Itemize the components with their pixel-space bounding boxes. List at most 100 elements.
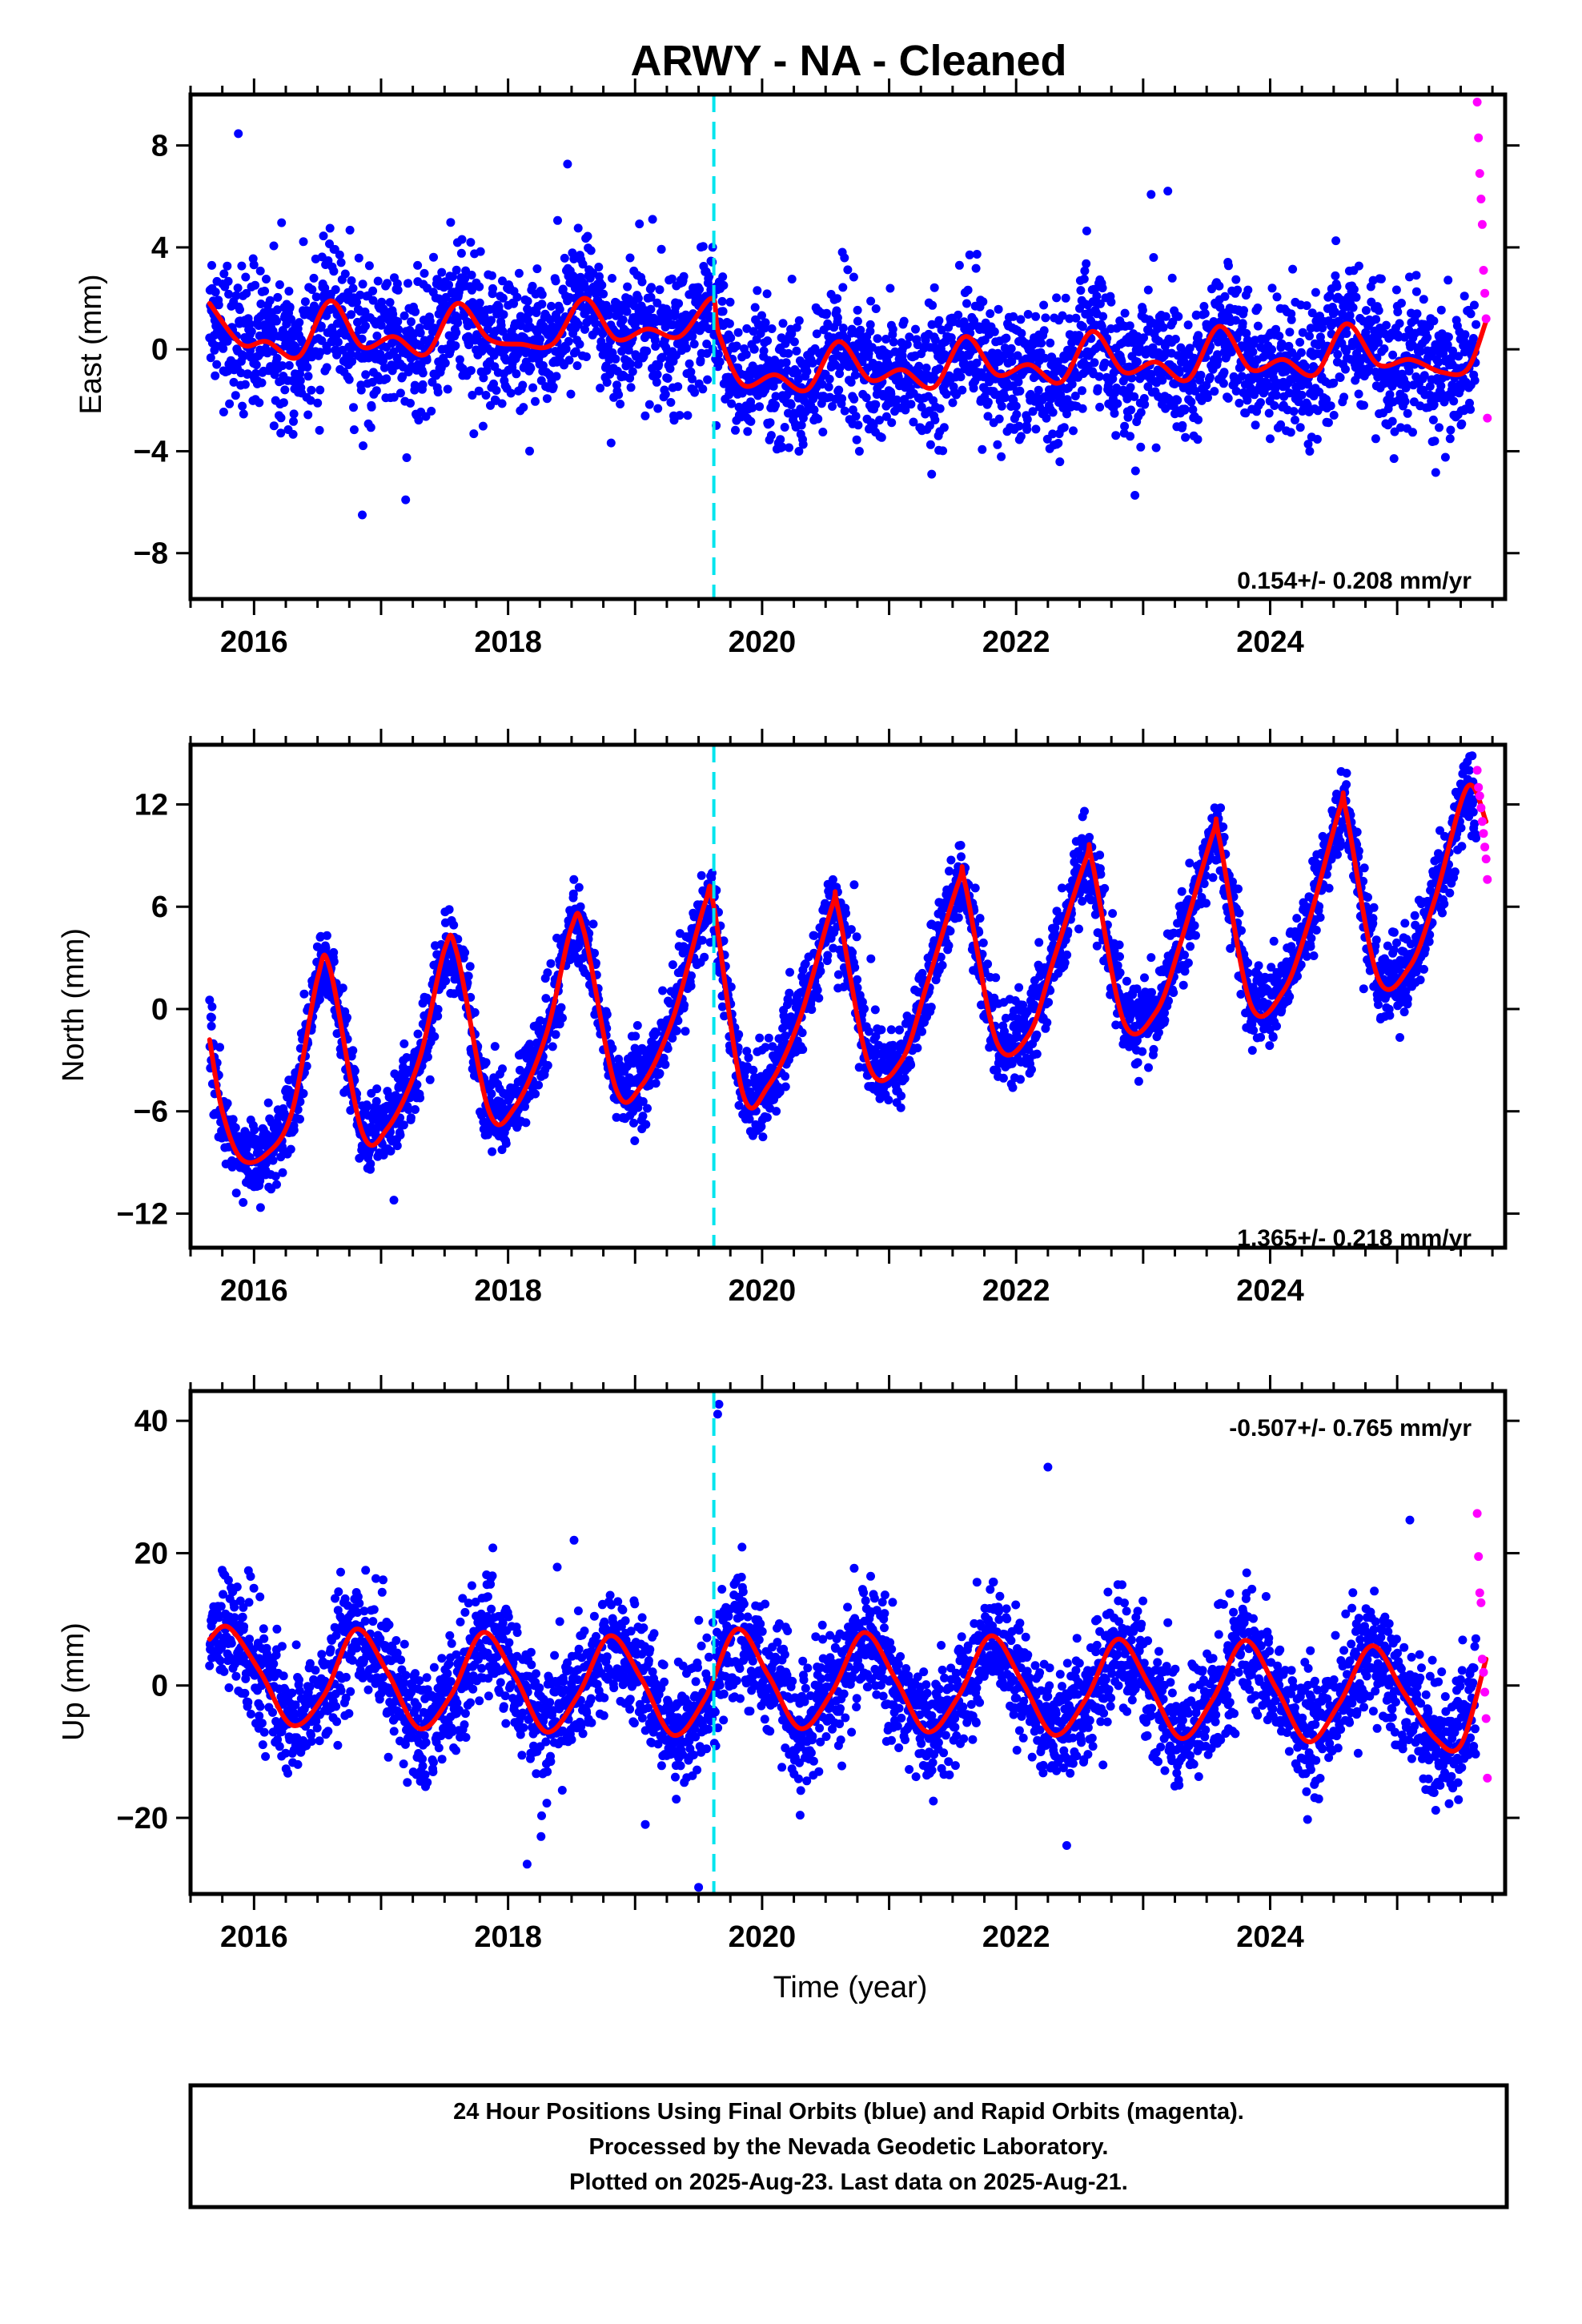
final-orbit-point [881,412,891,421]
final-orbit-point [551,276,560,286]
final-orbit-point [591,319,600,328]
final-orbit-point [377,297,387,307]
final-orbit-point [1305,447,1315,456]
final-orbit-point [798,440,808,449]
final-orbit-point [617,347,627,356]
final-orbit-point [604,310,614,320]
final-orbit-point [379,356,388,365]
final-orbit-point [1196,371,1206,380]
final-orbit-point [865,327,875,336]
final-orbit-point [606,438,616,448]
final-orbit-point [626,359,636,368]
final-orbit-point [930,415,940,424]
final-orbit-point [575,340,584,349]
final-orbit-point [1235,398,1244,408]
final-orbit-point [1130,491,1140,500]
final-orbit-point [965,250,974,259]
final-orbit-point [1098,283,1107,293]
final-orbit-point [1132,357,1142,367]
final-orbit-point [1079,274,1089,283]
final-orbit-point [935,404,945,413]
final-orbit-point [271,1172,280,1181]
final-orbit-point [289,416,298,426]
final-orbit-point [1393,308,1403,316]
final-orbit-point [475,298,484,308]
final-orbit-point [646,304,656,314]
final-orbit-point [833,313,842,323]
rapid-orbit-point [1477,219,1487,229]
final-orbit-point [224,289,234,299]
final-orbit-point [1303,380,1312,389]
final-orbit-point [1095,402,1105,412]
final-orbit-point [1143,285,1153,295]
final-orbit-point [642,346,652,356]
final-orbit-point [372,332,382,340]
final-orbit-point [911,324,920,334]
final-orbit-point [1460,292,1469,301]
final-orbit-point [652,377,661,387]
final-orbit-point [340,269,350,279]
final-orbit-point [776,435,785,444]
final-orbit-point [1460,330,1470,340]
final-orbit-point [633,294,643,303]
final-orbit-point [817,380,827,389]
final-orbit-point [413,1029,423,1039]
final-orbit-point [1429,316,1439,326]
final-orbit-point [1270,401,1279,410]
final-orbit-point [661,389,670,399]
final-orbit-point [1048,408,1058,417]
final-orbit-point [247,327,256,336]
final-orbit-point [277,218,287,227]
final-orbit-point [523,296,532,306]
final-orbit-point [946,333,956,343]
final-orbit-point [421,412,431,421]
final-orbit-point [665,364,675,373]
final-orbit-point [877,432,886,442]
final-orbit-point [526,364,536,373]
final-orbit-point [1342,347,1351,356]
final-orbit-point [1351,292,1361,302]
final-orbit-point [498,293,508,303]
final-orbit-point [548,1042,557,1051]
final-orbit-point [1267,345,1276,354]
final-orbit-point [1174,312,1183,321]
final-orbit-point [1296,348,1306,357]
final-orbit-point [1419,295,1428,304]
final-orbit-point [1242,328,1251,338]
final-orbit-point [720,1011,729,1021]
final-orbit-point [771,392,781,401]
final-orbit-point [211,287,220,297]
final-orbit-point [372,1084,382,1094]
final-orbit-point [564,336,573,346]
final-orbit-point [1219,379,1228,388]
final-orbit-point [343,1013,351,1023]
final-orbit-point [1215,303,1225,312]
final-orbit-point [1466,309,1476,319]
final-orbit-point [734,1100,744,1110]
final-orbit-point [407,317,416,327]
final-orbit-point [455,355,464,364]
final-orbit-point [512,292,522,302]
final-orbit-point [541,994,551,1003]
final-orbit-point [983,412,993,421]
final-orbit-point [295,1097,305,1107]
y-tick-label: −4 [134,435,168,468]
final-orbit-point [622,307,632,316]
final-orbit-point [590,948,599,958]
final-orbit-point [288,429,298,439]
final-orbit-point [1416,347,1425,356]
final-orbit-point [1428,415,1438,424]
final-orbit-point [1267,283,1277,293]
final-orbit-point [983,397,993,407]
final-orbit-point [852,435,861,444]
final-orbit-point [813,414,823,424]
final-orbit-point [666,398,676,407]
final-orbit-point [1425,382,1435,391]
final-orbit-point [460,948,470,957]
final-orbit-point [430,1031,440,1041]
rapid-orbit-point [1479,266,1488,275]
final-orbit-point [1178,420,1187,430]
final-orbit-point [713,349,723,359]
final-orbit-point [1054,439,1063,448]
final-orbit-point [240,380,250,389]
